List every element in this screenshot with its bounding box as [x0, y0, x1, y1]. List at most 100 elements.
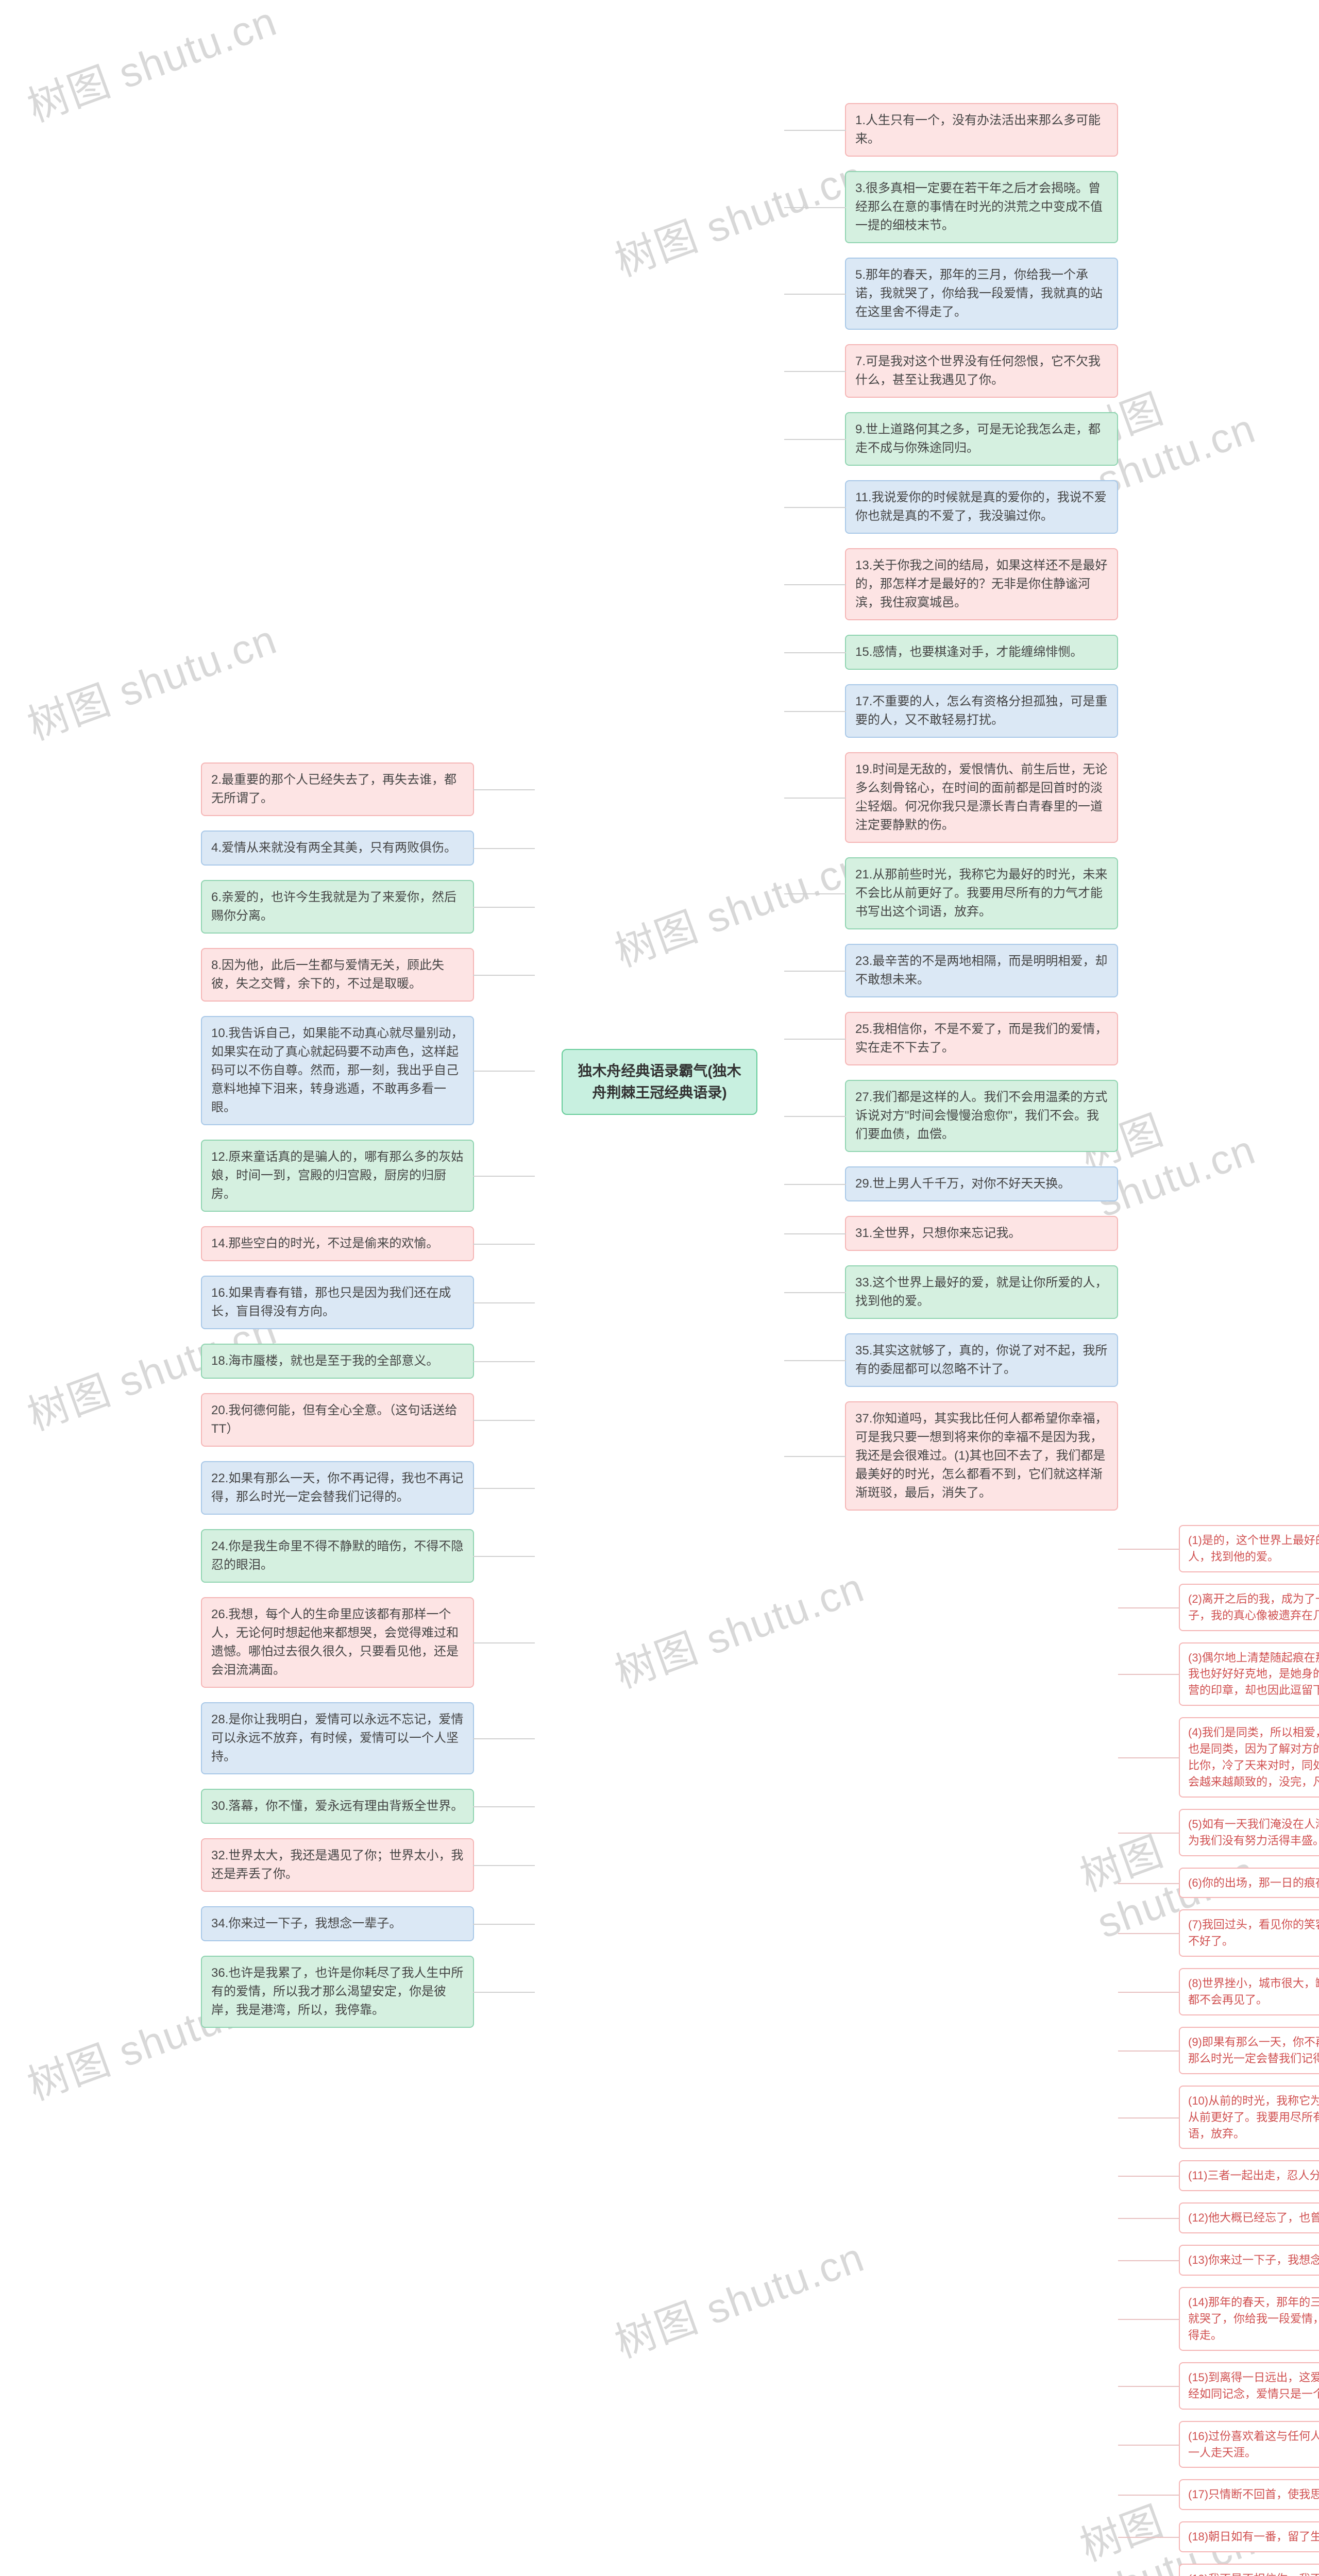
- connector: [1118, 2495, 1180, 2496]
- connector: [784, 1292, 846, 1293]
- connector: [1118, 2218, 1180, 2219]
- connector: [1118, 2319, 1180, 2320]
- quote-card: 7.可是我对这个世界没有任何怨恨，它不欠我什么，甚至让我遇见了你。: [845, 344, 1118, 398]
- connector: [784, 971, 846, 972]
- center-wrap: 独木舟经典语录霸气(独木舟荆棘王冠经典语录): [536, 103, 783, 2061]
- sub-quote-card: (9)即果有那么一天，你不再记得，我也不再记得，那么时光一定会替我们记得的。: [1179, 2027, 1319, 2074]
- quote-card: 17.不重要的人，怎么有资格分担孤独，可是重要的人，又不敢轻易打扰。: [845, 684, 1118, 738]
- sub-quote-card: (5)如有一天我们淹没在人潮中，庸碌一生，那是因为我们没有努力活得丰盛。: [1179, 1809, 1319, 1856]
- quote-card: 24.你是我生命里不得不静默的暗伤，不得不隐忍的眼泪。: [201, 1529, 474, 1583]
- connector: [784, 584, 846, 585]
- sub-quote-card: (11)三者一起出走，忍人分之无情。: [1179, 2160, 1319, 2191]
- connector: [473, 1361, 535, 1362]
- sub-branch: (1)是的，这个世界上最好的爱，就是让你所爱的人，找到他的爱。(2)离开之后的我…: [1179, 1525, 1319, 2576]
- quote-card: 31.全世界，只想你来忘记我。: [845, 1216, 1118, 1251]
- quote-card: 30.落幕，你不懂，爱永远有理由背叛全世界。: [201, 1789, 474, 1824]
- sub-quote-card: (6)你的出场，那一日的痕存，在我的生命里不朽。: [1179, 1868, 1319, 1899]
- connector: [1118, 2537, 1180, 2538]
- sub-quote-card: (2)离开之后的我，成为了一个让世界新心事重的女子，我的真心像被遗弃在几亿光年的…: [1179, 1584, 1319, 1631]
- quote-card: 28.是你让我明白，爱情可以永远不忘记，爱情可以永远不放弃，有时候，爱情可以一个…: [201, 1702, 474, 1774]
- sub-quote-card: (7)我回过头，看见你的笑容，我想闭，世得什么都不好了。: [1179, 1909, 1319, 1957]
- connector: [784, 711, 846, 712]
- connector: [473, 1302, 535, 1303]
- quote-card: 13.关于你我之间的结局，如果这样还不是最好的，那怎样才是最好的？无非是你住静谧…: [845, 548, 1118, 620]
- sub-quote-card: (14)那年的春天，那年的三月，你给我一个承诺，我就哭了，你给我一段爱情，我就真…: [1179, 2287, 1319, 2351]
- connector: [784, 1456, 846, 1457]
- connector: [473, 907, 535, 908]
- connector: [473, 1806, 535, 1807]
- quote-card: 22.如果有那么一天，你不再记得，我也不再记得，那么时光一定会替我们记得的。: [201, 1461, 474, 1515]
- mindmap-container: 2.最重要的那个人已经失去了，再失去谁，都无所谓了。 4.爱情从来就没有两全其美，…: [0, 103, 1319, 2576]
- sub-quote-card: (8)世界挫小，城市很大，缺缺了缘分的人也许终身都不会再见了。: [1179, 1968, 1319, 2015]
- connector: [473, 1738, 535, 1739]
- connector: [473, 975, 535, 976]
- connector: [473, 848, 535, 849]
- connector: [784, 207, 846, 208]
- connector: [473, 1642, 535, 1643]
- sub-quote-card: (16)过份喜欢着这与任何人任何事无关的爱情。独独一人走天涯。: [1179, 2421, 1319, 2468]
- connector: [1118, 2386, 1180, 2387]
- quote-card: 23.最辛苦的不是两地相隔，而是明明相爱，却不敢想未来。: [845, 944, 1118, 997]
- quote-card: 6.亲爱的，也许今生我就是为了来爱你，然后赐你分离。: [201, 880, 474, 934]
- quote-card: 29.世上男人千千万，对你不好天天换。: [845, 1166, 1118, 1201]
- quote-card: 3.很多真相一定要在若干年之后才会揭晓。曾经那么在意的事情在时光的洪荒之中变成不…: [845, 171, 1118, 243]
- connector: [784, 507, 846, 508]
- connector: [1118, 2117, 1180, 2119]
- connector: [784, 893, 846, 894]
- quote-card: 33.这个世界上最好的爱，就是让你所爱的人，找到他的爱。: [845, 1265, 1118, 1319]
- connector: [1118, 2050, 1180, 2052]
- sub-quote-card: (12)他大概已经忘了，也曾经有着如玉，有女如花。: [1179, 2202, 1319, 2233]
- connector: [784, 1116, 846, 1117]
- sub-quote-card: (15)到离得一日远出，这爱就不再是那个人的爱，曾经如同记念，爱情只是一个人的事…: [1179, 2362, 1319, 2410]
- quote-card: 2.最重要的那个人已经失去了，再失去谁，都无所谓了。: [201, 762, 474, 816]
- connector: [784, 1184, 846, 1185]
- connector: [784, 294, 846, 295]
- quote-card: 16.如果青春有错，那也只是因为我们还在成长，盲目得没有方向。: [201, 1276, 474, 1329]
- sub-quote-card: (18)朝日如有一番，留了生每一朝。: [1179, 2521, 1319, 2552]
- connector: [473, 1865, 535, 1866]
- connector: [1118, 1933, 1180, 1934]
- quote-card: 8.因为他，此后一生都与爱情无关，顾此失彼，失之交臂，余下的，不过是取暖。: [201, 948, 474, 1002]
- quote-card: 10.我告诉自己，如果能不动真心就尽量别动，如果实在动了真心就起码要不动声色，这…: [201, 1016, 474, 1125]
- sub-quote-card: (3)偶尔地上清楚随起痕在那日泊日里很真的笑痛，我也好好好克地，是她身的力量，它…: [1179, 1642, 1319, 1706]
- connector: [784, 652, 846, 653]
- connector: [784, 1039, 846, 1040]
- quote-card: 5.那年的春天，那年的三月，你给我一个承诺，我就哭了，你给我一段爱情，我就真的站…: [845, 258, 1118, 330]
- connector: [1118, 1607, 1180, 1608]
- sub-quote-card: (19)我不是不相信你，我不是想的，是我自己。: [1179, 2564, 1319, 2576]
- connector: [473, 1924, 535, 1925]
- quote-card: 34.你来过一下子，我想念一辈子。: [201, 1906, 474, 1941]
- quote-card: 36.也许是我累了，也许是你耗尽了我人生中所有的爱情，所以我才那么渴望安定，你是…: [201, 1956, 474, 2028]
- connector: [473, 789, 535, 790]
- connector: [1118, 2445, 1180, 2446]
- quote-card: 26.我想，每个人的生命里应该都有那样一个人，无论何时想起他来都想哭，会觉得难过…: [201, 1597, 474, 1688]
- quote-card: 35.其实这就够了，真的，你说了对不起，我所有的委屈都可以忽略不计了。: [845, 1333, 1118, 1387]
- connector: [784, 798, 846, 799]
- connector: [473, 1992, 535, 1993]
- quote-card: 14.那些空白的时光，不过是偷来的欢愉。: [201, 1226, 474, 1261]
- quote-card: 4.爱情从来就没有两全其美，只有两败俱伤。: [201, 831, 474, 866]
- quote-card: 19.时间是无敌的，爱恨情仇、前生后世，无论多么刻骨铭心，在时间的面前都是回首时…: [845, 752, 1118, 843]
- quote-card: 27.我们都是这样的人。我们不会用温柔的方式诉说对方"时间会慢慢治愈你"，我们不…: [845, 1080, 1118, 1152]
- quote-card: 25.我相信你，不是不爱了，而是我们的爱情，实在走不下去了。: [845, 1012, 1118, 1065]
- connector: [1118, 1883, 1180, 1884]
- quote-card: 32.世界太大，我还是遇见了你；世界太小，我还是弄丢了你。: [201, 1838, 474, 1892]
- right-column: 1.人生只有一个，没有办法活出来那么多可能来。3.很多真相一定要在若干年之后才会…: [845, 103, 1118, 2576]
- sub-quote-card: (4)我们是同类，所以相爱，可是我们问忘记了，同也是同类，因为了解对方的手段，所…: [1179, 1717, 1319, 1798]
- quote-card: 11.我说爱你的时候就是真的爱你的，我说不爱你也就是真的不爱了，我没骗过你。: [845, 480, 1118, 534]
- connector: [784, 130, 846, 131]
- quote-card: 12.原来童话真的是骗人的，哪有那么多的灰姑娘，时间一到，宫殿的归宫殿，厨房的归…: [201, 1140, 474, 1212]
- connector: [473, 1556, 535, 1557]
- connector: [1118, 2260, 1180, 2261]
- connector: [473, 1244, 535, 1245]
- connector: [784, 371, 846, 372]
- connector: [1118, 1549, 1180, 1550]
- quote-card: 15.感情，也要棋逢对手，才能缠绵悱恻。: [845, 635, 1118, 670]
- connector: [473, 1420, 535, 1421]
- quote-card: 20.我何德何能，但有全心全意。（这句话送给TT）: [201, 1393, 474, 1447]
- left-column: 2.最重要的那个人已经失去了，再失去谁，都无所谓了。 4.爱情从来就没有两全其美，…: [201, 762, 474, 2028]
- connector: [473, 1488, 535, 1489]
- connector: [1118, 1992, 1180, 1993]
- connector: [473, 1071, 535, 1072]
- quote-card: 9.世上道路何其之多，可是无论我怎么走，都走不成与你殊途同归。: [845, 412, 1118, 466]
